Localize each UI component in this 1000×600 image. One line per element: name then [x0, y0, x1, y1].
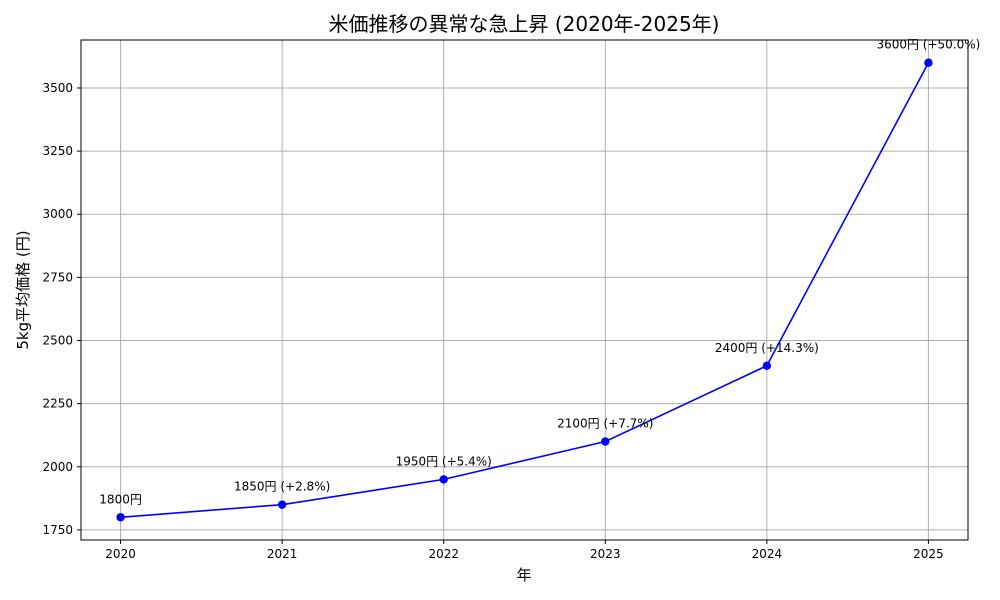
y-tick-label: 2750 — [42, 270, 73, 284]
data-point — [439, 475, 448, 484]
grid-lines — [81, 40, 968, 540]
y-tick-label: 2250 — [42, 397, 73, 411]
x-axis-label: 年 — [516, 566, 531, 584]
y-axis-label: 5kg平均価格 (円) — [14, 230, 32, 349]
data-label: 2100円 (+7.7%) — [557, 417, 653, 431]
chart-title: 米価推移の異常な急上昇 (2020年-2025年) — [329, 12, 720, 36]
plot-frame — [80, 39, 969, 541]
data-label: 2400円 (+14.3%) — [715, 341, 819, 355]
x-tick-label: 2022 — [428, 547, 459, 561]
y-tick-label: 3250 — [42, 144, 73, 158]
data-labels: 1800円 1850円 (+2.8%) 1950円 (+5.4%) 2100円 (+7… — [99, 38, 980, 507]
x-tick-label: 2024 — [752, 547, 783, 561]
series-layer — [116, 58, 933, 522]
y-tick-label: 1750 — [42, 523, 73, 537]
y-tick-label: 3000 — [42, 207, 73, 221]
x-tick-label: 2021 — [267, 547, 298, 561]
axes: 2020 2021 2022 2023 2024 2025 1750 2000 2250 2500… — [42, 39, 969, 561]
data-point — [762, 361, 772, 370]
y-tick-label: 2000 — [42, 460, 73, 474]
data-point — [277, 500, 287, 509]
price-line — [120, 62, 930, 519]
x-tick-label: 2023 — [590, 547, 621, 561]
data-label: 3600円 (+50.0%) — [876, 38, 980, 52]
data-point — [601, 437, 610, 446]
data-label: 1850円 (+2.8%) — [234, 480, 330, 494]
data-label: 1950円 (+5.4%) — [396, 454, 492, 468]
data-label: 1800円 — [99, 492, 142, 506]
data-point — [116, 513, 125, 522]
y-tick-label: 2500 — [42, 334, 73, 348]
data-point — [924, 58, 933, 67]
x-tick-label: 2025 — [913, 547, 944, 561]
x-tick-label: 2020 — [105, 547, 136, 561]
y-tick-label: 3500 — [42, 81, 73, 95]
